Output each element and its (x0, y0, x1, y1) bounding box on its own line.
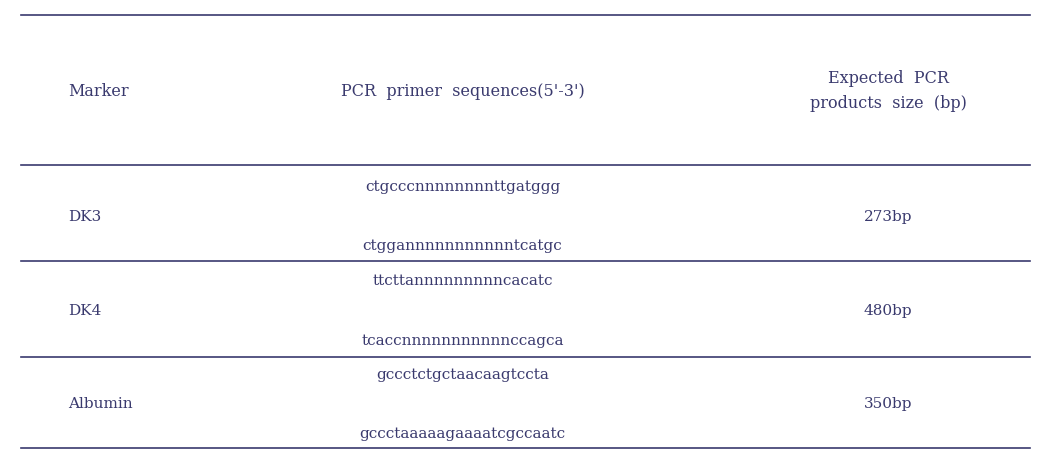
Text: PCR  primer  sequences(5'-3'): PCR primer sequences(5'-3') (341, 82, 584, 100)
Text: ctggannnnnnnnnnntcatgc: ctggannnnnnnnnnntcatgc (363, 239, 562, 253)
Text: 480bp: 480bp (864, 303, 912, 317)
Text: tcaccnnnnnnnnnnnccagca: tcaccnnnnnnnnnnnccagca (362, 333, 563, 347)
Text: gccctaaaaagaaaatcgccaatc: gccctaaaaagaaaatcgccaatc (359, 426, 565, 440)
Text: ttcttannnnnnnnncacatc: ttcttannnnnnnnncacatc (372, 274, 553, 288)
Text: Expected  PCR
products  size  (bp): Expected PCR products size (bp) (809, 70, 967, 112)
Text: 273bp: 273bp (864, 209, 912, 223)
Text: Marker: Marker (68, 82, 129, 100)
Text: gccctctgctaacaagtccta: gccctctgctaacaagtccta (376, 367, 549, 381)
Text: 350bp: 350bp (864, 397, 912, 410)
Text: ctgcccnnnnnnnnttgatggg: ctgcccnnnnnnnnttgatggg (365, 180, 560, 193)
Text: DK3: DK3 (68, 209, 102, 223)
Text: DK4: DK4 (68, 303, 102, 317)
Text: Albumin: Albumin (68, 397, 132, 410)
